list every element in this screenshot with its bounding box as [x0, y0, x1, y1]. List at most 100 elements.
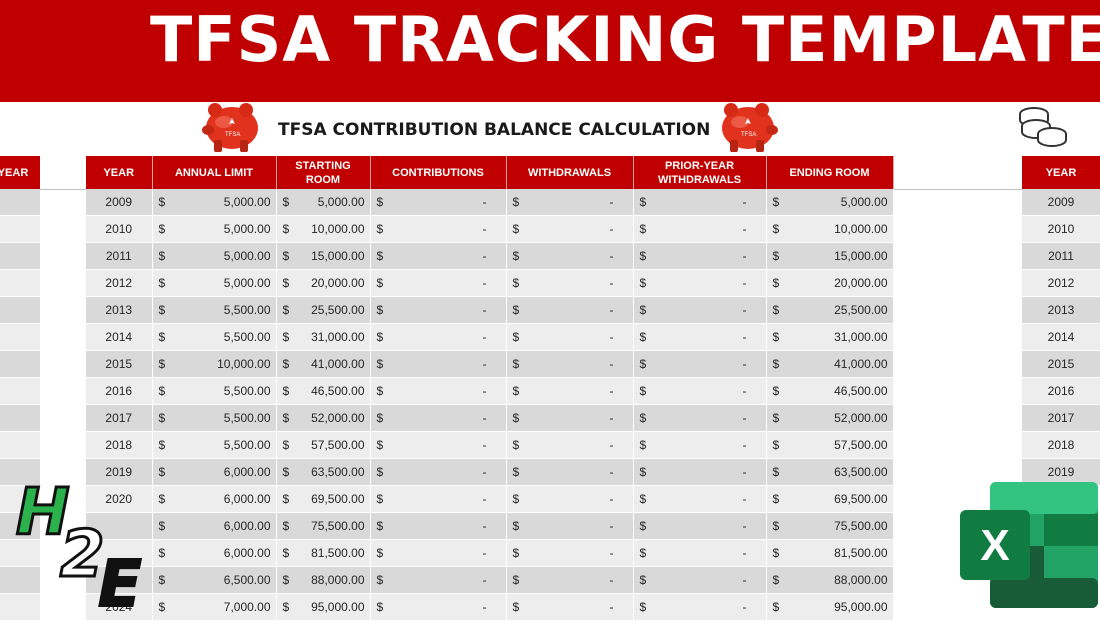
- cell-ending-room[interactable]: $41,000.00: [766, 350, 894, 378]
- cell-year[interactable]: 2014: [86, 323, 153, 351]
- cell-contributions[interactable]: $ -: [370, 269, 507, 297]
- cell-contributions[interactable]: $ -: [370, 242, 507, 270]
- cell-year-partial[interactable]: [0, 593, 40, 621]
- cell-year[interactable]: [86, 566, 153, 594]
- cell-year-partial[interactable]: [0, 539, 40, 567]
- cell-annual-limit[interactable]: $5,500.00: [152, 404, 277, 432]
- cell-withdrawals[interactable]: $ -: [506, 431, 634, 459]
- cell-year[interactable]: 2011: [86, 242, 153, 270]
- cell-prior-year-withdrawals[interactable]: $ -: [633, 512, 767, 540]
- cell-year[interactable]: 2018: [1022, 431, 1100, 459]
- cell-annual-limit[interactable]: $6,000.00: [152, 458, 277, 486]
- cell-year[interactable]: 2012: [86, 269, 153, 297]
- cell-year[interactable]: 2016: [1022, 377, 1100, 405]
- cell-ending-room[interactable]: $75,500.00: [766, 512, 894, 540]
- cell-prior-year-withdrawals[interactable]: $ -: [633, 404, 767, 432]
- cell-annual-limit[interactable]: $7,000.00: [152, 593, 277, 621]
- cell-year[interactable]: 2009: [86, 189, 153, 216]
- cell-annual-limit[interactable]: $5,500.00: [152, 431, 277, 459]
- cell-year[interactable]: 2009: [1022, 189, 1100, 216]
- cell-starting-room[interactable]: $69,500.00: [276, 485, 371, 513]
- cell-year[interactable]: 2013: [86, 296, 153, 324]
- cell-contributions[interactable]: $ -: [370, 296, 507, 324]
- cell-starting-room[interactable]: $95,000.00: [276, 593, 371, 621]
- cell-withdrawals[interactable]: $ -: [506, 242, 634, 270]
- cell-ending-room[interactable]: $57,500.00: [766, 431, 894, 459]
- cell-annual-limit[interactable]: $5,500.00: [152, 296, 277, 324]
- cell-contributions[interactable]: $ -: [370, 350, 507, 378]
- cell-year-partial[interactable]: [0, 296, 40, 324]
- cell-year-partial[interactable]: [0, 431, 40, 459]
- cell-withdrawals[interactable]: $ -: [506, 189, 634, 216]
- cell-prior-year-withdrawals[interactable]: $ -: [633, 350, 767, 378]
- cell-starting-room[interactable]: $81,500.00: [276, 539, 371, 567]
- cell-year[interactable]: 2014: [1022, 323, 1100, 351]
- cell-prior-year-withdrawals[interactable]: $ -: [633, 566, 767, 594]
- cell-ending-room[interactable]: $10,000.00: [766, 215, 894, 243]
- cell-starting-room[interactable]: $52,000.00: [276, 404, 371, 432]
- cell-annual-limit[interactable]: $5,500.00: [152, 377, 277, 405]
- cell-withdrawals[interactable]: $ -: [506, 350, 634, 378]
- cell-contributions[interactable]: $ -: [370, 458, 507, 486]
- cell-year[interactable]: 2017: [86, 404, 153, 432]
- cell-ending-room[interactable]: $25,500.00: [766, 296, 894, 324]
- cell-contributions[interactable]: $ -: [370, 485, 507, 513]
- cell-contributions[interactable]: $ -: [370, 539, 507, 567]
- cell-year[interactable]: 2010: [86, 215, 153, 243]
- cell-withdrawals[interactable]: $ -: [506, 458, 634, 486]
- cell-starting-room[interactable]: $25,500.00: [276, 296, 371, 324]
- cell-contributions[interactable]: $ -: [370, 431, 507, 459]
- cell-withdrawals[interactable]: $ -: [506, 566, 634, 594]
- cell-year[interactable]: 2012: [1022, 269, 1100, 297]
- cell-withdrawals[interactable]: $ -: [506, 485, 634, 513]
- cell-contributions[interactable]: $ -: [370, 189, 507, 216]
- cell-year[interactable]: 2019: [1022, 458, 1100, 486]
- cell-year[interactable]: 2016: [86, 377, 153, 405]
- cell-annual-limit[interactable]: $6,000.00: [152, 485, 277, 513]
- cell-contributions[interactable]: $ -: [370, 566, 507, 594]
- cell-annual-limit[interactable]: $5,000.00: [152, 189, 277, 216]
- cell-year[interactable]: [86, 539, 153, 567]
- cell-ending-room[interactable]: $31,000.00: [766, 323, 894, 351]
- cell-contributions[interactable]: $ -: [370, 215, 507, 243]
- cell-contributions[interactable]: $ -: [370, 323, 507, 351]
- cell-year[interactable]: [86, 512, 153, 540]
- cell-withdrawals[interactable]: $ -: [506, 512, 634, 540]
- cell-ending-room[interactable]: $69,500.00: [766, 485, 894, 513]
- cell-year-partial[interactable]: [0, 512, 40, 540]
- cell-year[interactable]: 2024: [86, 593, 153, 621]
- cell-year[interactable]: 2010: [1022, 215, 1100, 243]
- cell-withdrawals[interactable]: $ -: [506, 404, 634, 432]
- cell-prior-year-withdrawals[interactable]: $ -: [633, 458, 767, 486]
- cell-year[interactable]: 2018: [86, 431, 153, 459]
- cell-starting-room[interactable]: $5,000.00: [276, 189, 371, 216]
- cell-prior-year-withdrawals[interactable]: $ -: [633, 242, 767, 270]
- cell-year-partial[interactable]: [0, 404, 40, 432]
- cell-year-partial[interactable]: [0, 215, 40, 243]
- cell-withdrawals[interactable]: $ -: [506, 539, 634, 567]
- cell-starting-room[interactable]: $20,000.00: [276, 269, 371, 297]
- cell-starting-room[interactable]: $41,000.00: [276, 350, 371, 378]
- cell-withdrawals[interactable]: $ -: [506, 377, 634, 405]
- cell-starting-room[interactable]: $46,500.00: [276, 377, 371, 405]
- cell-prior-year-withdrawals[interactable]: $ -: [633, 323, 767, 351]
- cell-ending-room[interactable]: $5,000.00: [766, 189, 894, 216]
- cell-year[interactable]: 2017: [1022, 404, 1100, 432]
- cell-ending-room[interactable]: $52,000.00: [766, 404, 894, 432]
- cell-ending-room[interactable]: $81,500.00: [766, 539, 894, 567]
- cell-year[interactable]: 2011: [1022, 242, 1100, 270]
- cell-starting-room[interactable]: $31,000.00: [276, 323, 371, 351]
- cell-annual-limit[interactable]: $10,000.00: [152, 350, 277, 378]
- cell-prior-year-withdrawals[interactable]: $ -: [633, 269, 767, 297]
- cell-year-partial[interactable]: [0, 350, 40, 378]
- cell-withdrawals[interactable]: $ -: [506, 296, 634, 324]
- cell-prior-year-withdrawals[interactable]: $ -: [633, 431, 767, 459]
- cell-contributions[interactable]: $ -: [370, 593, 507, 621]
- cell-annual-limit[interactable]: $5,000.00: [152, 215, 277, 243]
- cell-year-partial[interactable]: [0, 189, 40, 216]
- cell-starting-room[interactable]: $75,500.00: [276, 512, 371, 540]
- cell-starting-room[interactable]: $10,000.00: [276, 215, 371, 243]
- cell-annual-limit[interactable]: $6,000.00: [152, 539, 277, 567]
- cell-annual-limit[interactable]: $5,000.00: [152, 242, 277, 270]
- cell-year[interactable]: 2015: [1022, 350, 1100, 378]
